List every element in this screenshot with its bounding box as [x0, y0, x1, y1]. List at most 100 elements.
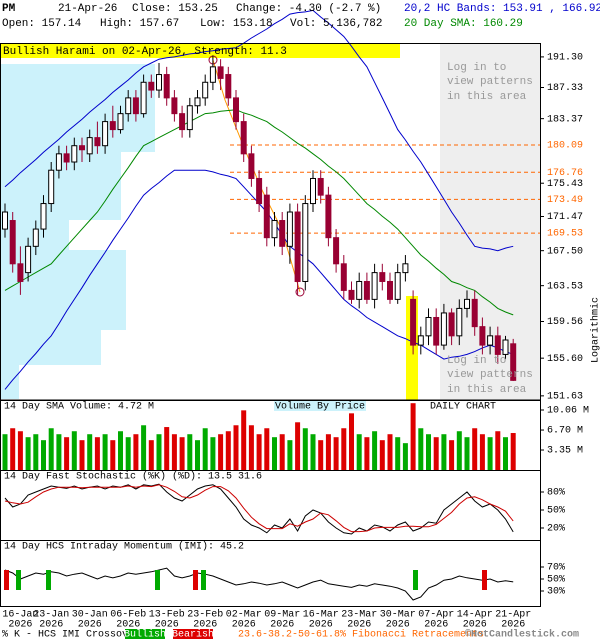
candle-body [456, 307, 463, 337]
y-tick-label: 70% [547, 563, 565, 574]
volume-bar [456, 431, 462, 470]
pattern-banner [0, 44, 400, 58]
fib-label: 176.76 [547, 168, 583, 179]
x-tick-label: 23-Jan [33, 610, 69, 621]
vbp-bar [1, 250, 126, 330]
y-tick-label: 171.47 [547, 212, 583, 223]
candle-body [25, 245, 32, 274]
candle-body [317, 177, 324, 196]
volume-bar [133, 434, 139, 470]
signal-bar [482, 570, 487, 590]
candle-body [148, 81, 155, 91]
candle-body [425, 316, 432, 337]
x-tick-year: 2026 [116, 620, 140, 631]
pivot-marker [295, 287, 305, 297]
y-tick-label: 50% [547, 506, 565, 517]
volume-bar [418, 428, 424, 470]
volume-bar [341, 428, 347, 470]
change: Change: -4.30 (-2.7 %) [236, 3, 381, 15]
candle-body [487, 335, 494, 346]
y-tick-label: 10.06 M [547, 406, 589, 417]
volume-bar [495, 431, 501, 470]
volume-bar [295, 422, 301, 470]
x-tick-year: 2026 [232, 620, 256, 631]
volume-bar [256, 434, 262, 470]
volume-bar [179, 437, 185, 470]
candle-body [340, 263, 347, 291]
vbp-bar [1, 365, 19, 399]
y-tick-label: 6.70 M [547, 426, 583, 437]
high: High: 157.67 [100, 18, 179, 30]
candle-body [464, 298, 470, 309]
candle-body [248, 153, 255, 179]
y-tick-label: 80% [547, 488, 565, 499]
candle-body [171, 97, 178, 115]
sma: 20 Day SMA: 160.29 [404, 18, 523, 30]
x-tick-year: 2026 [8, 620, 32, 631]
x-tick-label: 23-Mar [341, 610, 377, 621]
candle-body [310, 177, 316, 205]
candle-body [286, 211, 293, 247]
candle-body [440, 312, 447, 346]
volume-bar [264, 428, 270, 470]
candle-body [333, 237, 340, 265]
volume: Vol: 5,136,782 [290, 18, 382, 30]
candle-body [125, 97, 132, 115]
locked-line: in this area [447, 91, 527, 103]
x-tick-year: 2026 [463, 620, 487, 631]
volume-bar [17, 431, 23, 470]
candle-body [271, 220, 278, 239]
candle-body [109, 121, 116, 131]
signal-bar [155, 570, 160, 590]
x-tick-label: 09-Mar [264, 610, 300, 621]
candle-body [217, 66, 224, 79]
x-tick-label: 07-Apr [418, 610, 454, 621]
signal-bar [413, 570, 418, 590]
candle-body [55, 153, 62, 171]
date: 21-Apr-26 [58, 3, 117, 15]
candle-body [179, 113, 186, 131]
candle-body [94, 137, 101, 147]
fib-label: 173.49 [547, 195, 583, 206]
y-tick-label: 155.60 [547, 354, 583, 365]
y-tick-label: 175.43 [547, 179, 583, 190]
candle-body [48, 169, 55, 205]
locked-line: view patterns [447, 369, 533, 381]
volume-bar [402, 443, 408, 470]
candle-body [387, 280, 393, 300]
volume-bar [79, 440, 85, 470]
x-tick-label: 06-Feb [110, 609, 146, 621]
footer-fibonacci: 23.6-38.2-50-61.8% Fibonacci Retracement… [238, 629, 484, 640]
volume-bar [94, 437, 100, 470]
volume-bar [2, 434, 8, 470]
volume-bar [387, 434, 393, 470]
volume-bar [364, 437, 370, 470]
locked-line: Log in to [447, 62, 506, 74]
volume-bar [449, 440, 455, 470]
volume-bar [287, 440, 293, 470]
x-tick-year: 2026 [78, 620, 102, 631]
series-line [4, 9, 514, 252]
y-tick-label: 151.63 [547, 391, 583, 402]
volume-bar [441, 434, 447, 470]
y-tick-label: 30% [547, 587, 565, 598]
fib-label: 180.09 [547, 141, 583, 152]
signal-bar [46, 570, 51, 590]
candle-body [356, 280, 363, 300]
volume-bar [510, 433, 516, 470]
close: Close: 153.25 [132, 3, 218, 15]
volume-bar [210, 437, 216, 470]
panel-label: DAILY CHART [430, 402, 496, 413]
x-tick-year: 2026 [39, 620, 63, 631]
x-tick-label: 16-Jan [2, 610, 38, 621]
panel-title: 14 Day HCS Intraday Momentum (IMI): 45.2 [4, 541, 244, 553]
volume-bar [41, 440, 46, 470]
candle-body [79, 145, 85, 151]
candle-body [379, 272, 386, 282]
volume-bar [379, 440, 385, 470]
volume-bar [302, 428, 308, 470]
x-tick-year: 2026 [309, 620, 333, 631]
candle-body [294, 211, 301, 282]
candle-body [240, 121, 247, 155]
